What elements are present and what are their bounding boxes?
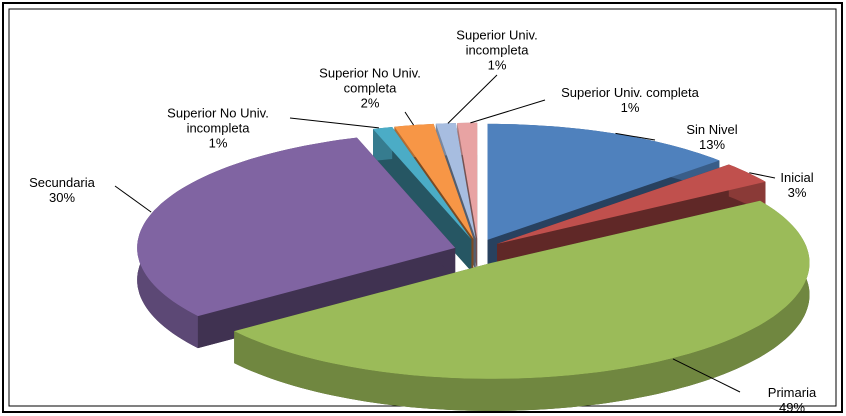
leader-line: [114, 185, 152, 213]
category-label: Superior Univ. completa: [561, 85, 699, 100]
leader-line: [289, 117, 379, 129]
value-label: 13%: [698, 137, 726, 152]
category-label: Secundaria: [29, 175, 95, 190]
data-label: Superior No Univ. incompleta 1%: [143, 106, 293, 151]
data-label: Inicial 3%: [767, 170, 827, 200]
slice-top: [435, 123, 476, 239]
value-label: 2%: [360, 95, 380, 111]
data-label: Superior Univ. incompleta 1%: [432, 28, 562, 73]
slice-top: [394, 123, 474, 239]
data-label: Secundaria 30%: [12, 175, 112, 205]
leader-line: [615, 132, 656, 141]
category-label: Primaria: [767, 385, 817, 400]
slice-side: [197, 247, 456, 349]
value-label: 1%: [208, 135, 228, 151]
leader-line: [447, 74, 498, 124]
slice-top: [137, 137, 456, 317]
category-label: Superior No Univ. incompleta: [167, 105, 269, 136]
leader-line: [404, 111, 415, 126]
value-label: 1%: [620, 100, 640, 115]
category-label: Inicial: [780, 170, 814, 185]
data-label: Primaria 49%: [752, 385, 832, 415]
leader-line: [672, 358, 741, 393]
slice-top: [234, 200, 810, 379]
category-label: Superior Univ. incompleta: [456, 27, 538, 58]
value-label: 3%: [787, 185, 807, 200]
category-label: Superior No Univ. completa: [319, 65, 421, 96]
value-label: 1%: [487, 57, 507, 73]
value-label: 49%: [778, 400, 806, 415]
slice-top: [487, 123, 720, 240]
data-label: Superior Univ. completa 1%: [520, 85, 740, 115]
data-label: Superior No Univ. completa 2%: [300, 66, 440, 111]
slice: [234, 200, 810, 411]
value-label: 30%: [48, 190, 76, 205]
slice-top: [373, 127, 472, 240]
slice: [137, 137, 456, 349]
slice-top: [457, 122, 478, 239]
data-label: Sin Nivel 13%: [652, 122, 772, 152]
leader-line: [470, 99, 546, 124]
category-label: Sin Nivel: [686, 122, 738, 137]
slice-top: [497, 164, 766, 244]
leader-line: [749, 172, 776, 179]
